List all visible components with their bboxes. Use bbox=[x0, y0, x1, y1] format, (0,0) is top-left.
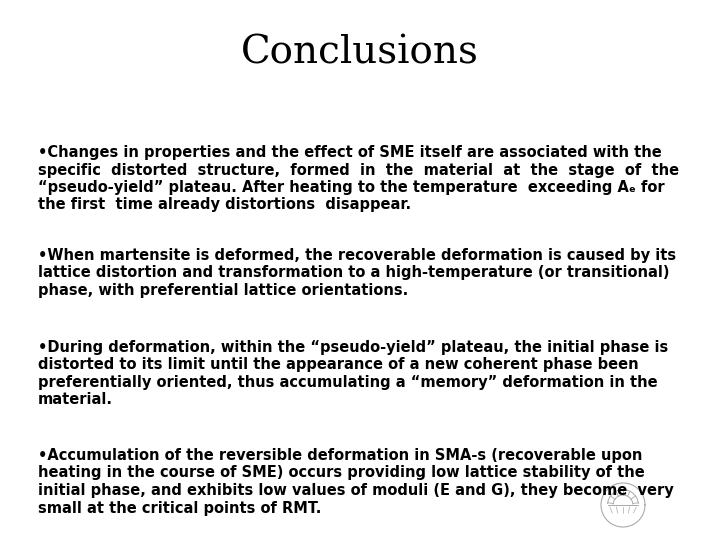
Text: the first  time already distortions  disappear.: the first time already distortions disap… bbox=[38, 198, 411, 213]
Text: lattice distortion and transformation to a high-temperature (or transitional): lattice distortion and transformation to… bbox=[38, 266, 670, 280]
Text: preferentially oriented, thus accumulating a “memory” deformation in the: preferentially oriented, thus accumulati… bbox=[38, 375, 657, 390]
Text: heating in the course of SME) occurs providing low lattice stability of the: heating in the course of SME) occurs pro… bbox=[38, 465, 644, 481]
Text: distorted to its limit until the appearance of a new coherent phase been: distorted to its limit until the appeara… bbox=[38, 357, 639, 373]
Text: Conclusions: Conclusions bbox=[241, 35, 479, 72]
Text: •Accumulation of the reversible deformation in SMA-s (recoverable upon: •Accumulation of the reversible deformat… bbox=[38, 448, 642, 463]
Text: specific  distorted  structure,  formed  in  the  material  at  the  stage  of  : specific distorted structure, formed in … bbox=[38, 163, 679, 178]
Text: phase, with preferential lattice orientations.: phase, with preferential lattice orienta… bbox=[38, 283, 408, 298]
Text: •When martensite is deformed, the recoverable deformation is caused by its: •When martensite is deformed, the recove… bbox=[38, 248, 676, 263]
Text: initial phase, and exhibits low values of moduli (E and G), they become  very: initial phase, and exhibits low values o… bbox=[38, 483, 674, 498]
Text: •Changes in properties and the effect of SME itself are associated with the: •Changes in properties and the effect of… bbox=[38, 145, 662, 160]
Text: “pseudo-yield” plateau. After heating to the temperature  exceeding Aₑ for: “pseudo-yield” plateau. After heating to… bbox=[38, 180, 665, 195]
Text: material.: material. bbox=[38, 393, 113, 408]
Text: •During deformation, within the “pseudo-yield” plateau, the initial phase is: •During deformation, within the “pseudo-… bbox=[38, 340, 668, 355]
Text: small at the critical points of RMT.: small at the critical points of RMT. bbox=[38, 501, 321, 516]
